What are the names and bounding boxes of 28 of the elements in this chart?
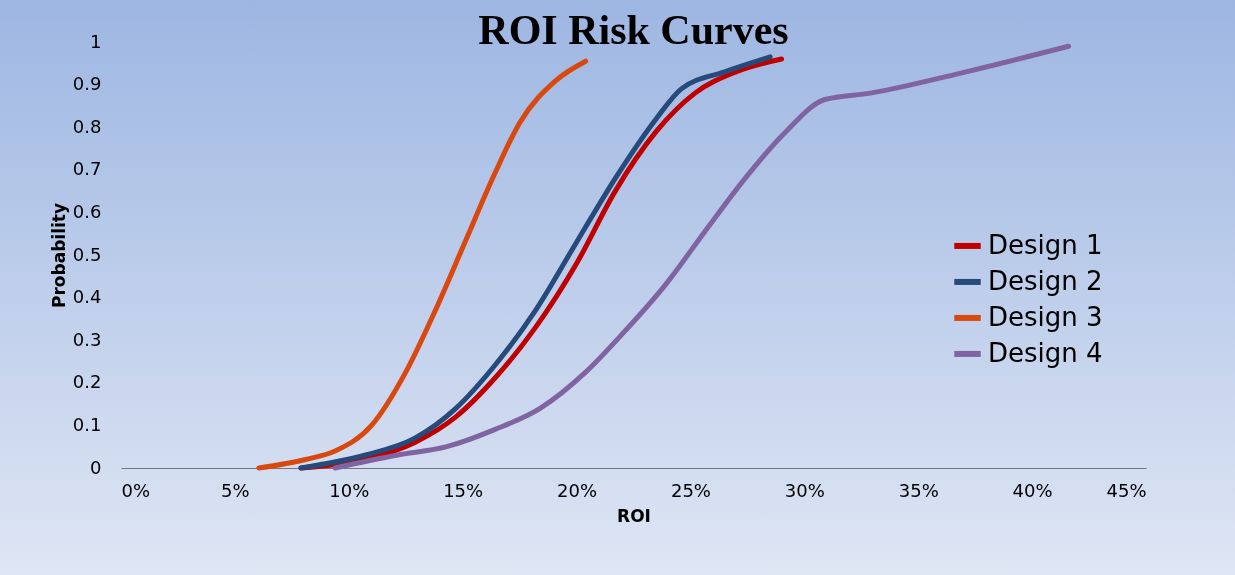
x-tick-label: 20% [557, 479, 598, 501]
x-tick-label: 40% [1012, 479, 1053, 501]
y-tick-label: 0.7 [72, 158, 102, 180]
y-tick-label: 0 [90, 456, 102, 478]
x-tick-label: 15% [443, 479, 484, 501]
x-tick-label: 5% [221, 479, 250, 501]
x-tick-label: 45% [1106, 479, 1147, 501]
legend-label: Design 3 [988, 301, 1103, 332]
legend-label: Design 4 [988, 337, 1103, 368]
x-tick-label: 0% [121, 479, 151, 501]
y-tick-label: 0.4 [72, 286, 102, 308]
y-tick-label: 0.1 [72, 413, 102, 435]
y-tick-label: 1 [90, 30, 102, 52]
x-tick-label: 10% [329, 479, 370, 501]
x-axis-title: ROI [617, 505, 651, 526]
x-tick-label: 25% [670, 479, 711, 501]
y-tick-label: 0.9 [72, 73, 102, 95]
y-tick-label: 0.6 [72, 200, 102, 222]
y-tick-label: 0.3 [72, 328, 102, 350]
y-axis-title: Probability [48, 202, 69, 309]
y-tick-label: 0.8 [72, 115, 102, 137]
y-tick-label: 0.5 [72, 243, 102, 265]
x-tick-label: 30% [784, 479, 825, 501]
legend-label: Design 1 [988, 229, 1103, 260]
legend-label: Design 2 [988, 265, 1103, 296]
y-tick-label: 0.2 [72, 371, 102, 393]
x-tick-label: 35% [898, 479, 939, 501]
chart-title: ROI Risk Curves [478, 7, 789, 53]
